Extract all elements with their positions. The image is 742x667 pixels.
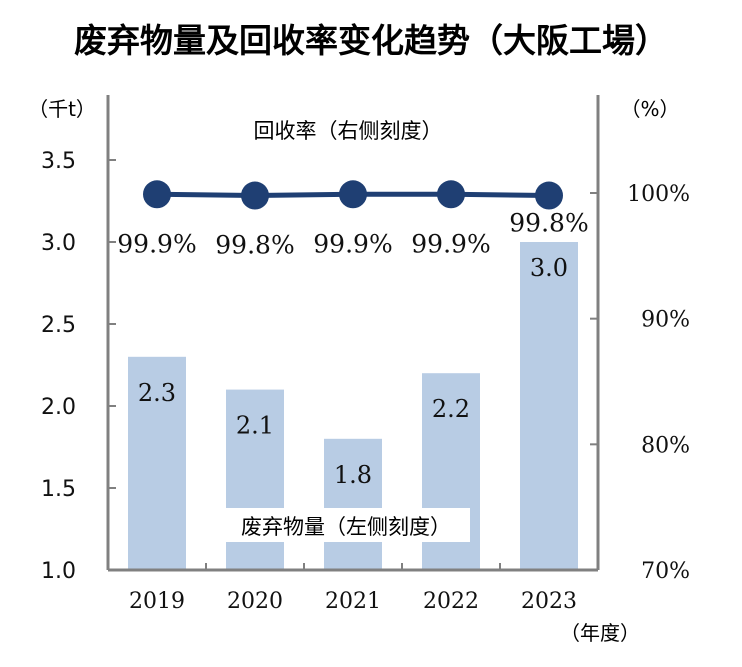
line-series — [143, 180, 563, 210]
bar-value-label: 3.0 — [530, 254, 568, 282]
line-value-label: 99.9% — [117, 229, 196, 258]
left-tick-label: 1.5 — [41, 477, 76, 502]
bar-value-label: 1.8 — [334, 461, 372, 489]
line-point — [339, 180, 367, 209]
bar-legend-background — [222, 508, 470, 542]
left-tick-label: 2.5 — [41, 313, 76, 338]
left-axis-unit: （千t） — [28, 97, 96, 121]
right-tick-label: 90% — [641, 308, 690, 333]
bar — [128, 356, 186, 570]
x-axis-label: （年度） — [560, 621, 640, 645]
line-point — [535, 181, 563, 210]
x-tick-label: 2020 — [227, 589, 283, 614]
bar-series-label: 废弃物量（左侧刻度） — [241, 515, 451, 539]
axes: 1.0 1.5 2.0 2.5 3.0 3.5 70% 80% 90% 100% 2019 2020 2… — [41, 95, 690, 614]
x-tick-label: 2021 — [325, 589, 381, 614]
bars — [128, 242, 578, 570]
chart-title: 废弃物量及回收率变化趋势（大阪工場） — [74, 21, 668, 60]
right-tick-label: 70% — [641, 559, 690, 584]
right-tick-label: 80% — [641, 433, 690, 458]
x-tick-label: 2019 — [129, 589, 185, 614]
line-value-label: 99.9% — [313, 229, 392, 258]
line-point — [241, 181, 269, 210]
left-tick-label: 3.5 — [41, 149, 76, 174]
bar-value-label: 2.3 — [138, 379, 176, 407]
right-axis-unit: （%） — [620, 97, 679, 121]
line-value-label: 99.8% — [215, 231, 294, 260]
bar — [520, 242, 578, 570]
line-series-label: 回收率（右侧刻度） — [254, 119, 443, 143]
data-labels: 2.3 2.1 1.8 2.2 3.0 99.9% 99.8% 99.9% 99.9% 99.8% — [117, 209, 588, 489]
line-point — [143, 180, 171, 209]
x-tick-label: 2023 — [521, 589, 577, 614]
x-tick-label: 2022 — [423, 589, 479, 614]
bar-value-label: 2.1 — [236, 412, 274, 440]
left-tick-label: 1.0 — [41, 559, 76, 584]
bar — [324, 438, 382, 570]
bar-value-label: 2.2 — [432, 395, 470, 423]
left-tick-label: 2.0 — [41, 395, 76, 420]
right-tick-label: 100% — [627, 182, 690, 207]
left-tick-label: 3.0 — [41, 231, 76, 256]
line-point — [437, 180, 465, 209]
line-value-label: 99.9% — [411, 229, 490, 258]
line-value-label: 99.8% — [509, 209, 588, 238]
